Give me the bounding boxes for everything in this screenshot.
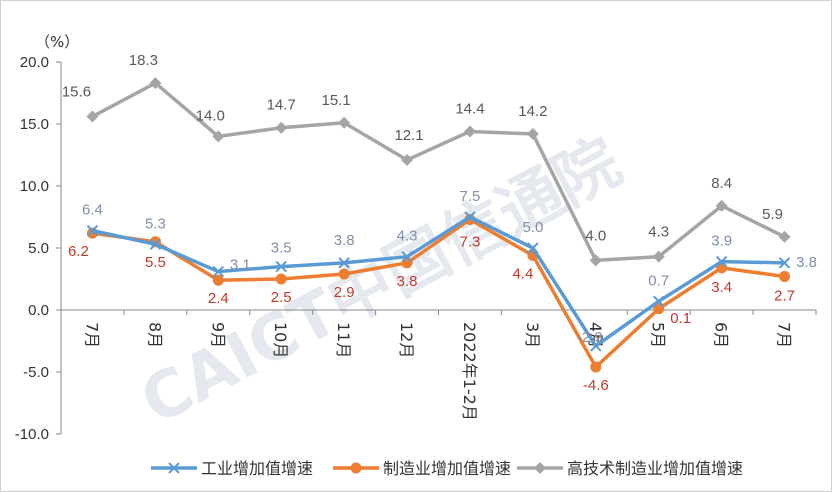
data-point-diamond [526,127,539,140]
data-point-diamond [275,121,288,134]
data-label: 8.4 [711,175,732,192]
data-label: 4.3 [397,228,418,245]
data-label: 14.0 [196,107,225,124]
data-label: 6.2 [68,243,89,260]
series-line [91,81,786,263]
data-point-diamond [149,77,162,90]
data-point-diamond [401,153,414,166]
data-label: 0.7 [648,272,669,289]
data-point-x [401,250,413,263]
data-label: 5.0 [522,219,543,236]
x-tick-label: 6月 [712,322,731,348]
data-point-circle [779,271,791,283]
data-label: 2.9 [334,284,355,301]
data-label: 3.4 [711,279,732,296]
data-label: 5.5 [145,254,166,271]
x-tick-label: 3月 [523,322,542,348]
x-tick-label: 8月 [145,322,164,348]
data-point-x [338,257,350,269]
data-label: 15.1 [322,92,351,109]
data-point-x [527,242,539,254]
y-tick-label: 20.0 [20,54,49,71]
data-label: 3.8 [397,273,418,290]
data-label: 6.4 [82,202,103,219]
y-tick-label: 15.0 [20,116,49,133]
x-tick-label: 12月 [397,322,416,358]
x-tick-label: 7月 [775,322,794,348]
data-label: 15.6 [62,84,91,101]
data-label: 4.0 [585,227,606,244]
data-point-x [212,265,224,278]
data-label: -2.9 [577,329,603,346]
x-tick-label: 5月 [649,322,668,348]
data-point-diamond [715,199,728,212]
data-point-x [275,260,287,273]
watermark-text: CAICT中国信通院 [129,125,633,440]
data-label: 3.5 [271,240,292,257]
x-tick-label: 11月 [334,322,353,358]
data-point-x [590,340,602,352]
y-tick-label: 5.0 [28,240,49,257]
data-label: 14.4 [455,100,484,117]
data-point-x [149,238,162,250]
data-point-diamond [652,250,665,263]
y-tick-label: 0.0 [28,302,49,319]
data-point-circle [401,257,413,269]
data-label: 14.7 [267,97,296,114]
data-point-diamond [338,116,351,129]
data-label: 3.8 [796,254,817,271]
data-label: 3.1 [230,257,251,274]
data-point-diamond [778,230,791,243]
y-tick-label: -10.0 [15,426,49,443]
data-label: 4.3 [648,224,669,241]
data-label: 4.4 [512,265,533,282]
data-label: 5.3 [145,215,166,232]
legend-marker-diamond [534,462,546,474]
data-point-diamond [589,254,602,267]
data-label: 14.2 [518,103,547,120]
data-point-circle [212,274,224,286]
data-point-x [778,257,791,269]
data-label: 12.1 [394,127,423,144]
y-tick-label: 10.0 [20,178,49,195]
data-label: 3.8 [334,232,355,249]
data-point-circle [338,268,350,280]
data-label: 2.4 [208,290,229,307]
x-tick-label: 2022年1-2月 [460,322,479,421]
data-label: 2.5 [271,289,292,306]
y-tick-label: -5.0 [23,364,49,381]
legend-marker-circle [350,462,362,474]
data-point-diamond [86,110,99,123]
data-label: 7.3 [460,233,481,250]
x-tick-label: 9月 [208,322,227,348]
y-axis-unit-label: （%） [35,33,79,51]
data-label: -4.6 [583,377,609,394]
data-point-circle [275,273,287,285]
data-point-circle [653,303,665,315]
data-point-diamond [463,125,476,138]
data-point-x [653,295,665,308]
data-point-x [715,255,728,268]
x-tick-label: 10月 [271,322,290,358]
data-label: 18.3 [129,52,158,69]
data-point-x [464,211,476,223]
x-tick-label: 7月 [82,322,101,348]
data-point-diamond [212,130,225,143]
series-line [92,215,785,348]
legend-label: 高技术制造业增加值增速 [567,459,743,478]
legend-label: 工业增加值增速 [201,459,313,478]
data-label: 0.1 [670,310,691,327]
data-label: 2.7 [774,288,795,305]
data-label: 7.5 [460,188,481,205]
series-line [92,217,785,369]
data-label: 5.9 [762,206,783,223]
data-point-x [86,224,99,237]
legend-label: 制造业增加值增速 [383,459,511,478]
data-point-circle [590,361,602,373]
data-label: 3.9 [711,233,732,250]
legend-marker-x [168,462,180,474]
